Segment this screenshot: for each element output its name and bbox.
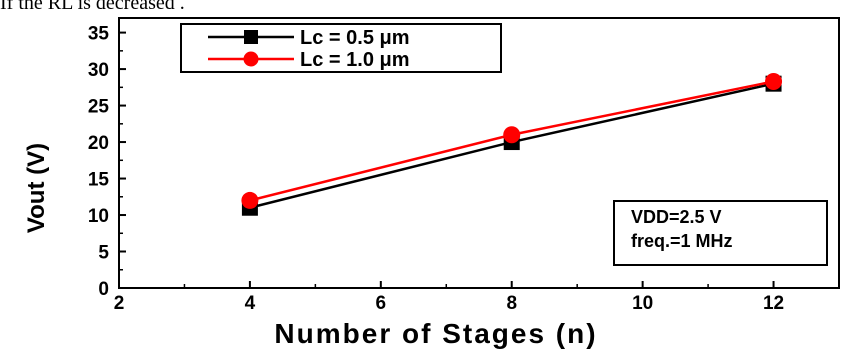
annotation-line: freq.=1 MHz bbox=[631, 231, 733, 251]
x-tick-label: 10 bbox=[632, 293, 653, 314]
plot-frame bbox=[118, 17, 840, 289]
x-tick-label: 2 bbox=[114, 293, 125, 314]
x-tick-label: 4 bbox=[245, 293, 256, 314]
y-tick-label: 30 bbox=[88, 60, 109, 81]
annotation-box: VDD=2.5 V freq.=1 MHz bbox=[613, 200, 828, 266]
series-lc-1-0-point bbox=[765, 72, 783, 90]
legend-marker bbox=[244, 30, 258, 44]
y-tick-label: 15 bbox=[88, 170, 110, 191]
cut-off-caption: If the RL is decreased . bbox=[0, 0, 185, 14]
series-lc-1-0-point bbox=[241, 191, 259, 209]
y-tick-label: 35 bbox=[88, 24, 110, 45]
y-tick-label: 0 bbox=[98, 279, 109, 300]
legend-box bbox=[180, 23, 502, 73]
legend-label: Lc = 0.5 μm bbox=[300, 27, 410, 49]
annotation-line: VDD=2.5 V bbox=[631, 207, 722, 227]
x-tick-label: 8 bbox=[506, 293, 517, 314]
x-tick-label: 6 bbox=[376, 293, 387, 314]
y-tick-label: 10 bbox=[88, 206, 109, 227]
annotation-frame bbox=[613, 200, 828, 266]
legend-label: Lc = 1.0 μm bbox=[300, 49, 410, 71]
y-tick-label: 20 bbox=[88, 133, 109, 154]
y-tick-label: 25 bbox=[88, 97, 110, 118]
legend-marker bbox=[243, 51, 259, 67]
series-lc-1-0-point bbox=[503, 126, 521, 144]
x-axis-title: Number of Stages (n) bbox=[274, 318, 597, 349]
x-tick-label: 12 bbox=[763, 293, 784, 314]
y-axis-title: Vout (V) bbox=[23, 143, 50, 233]
y-tick-label: 5 bbox=[98, 243, 109, 264]
